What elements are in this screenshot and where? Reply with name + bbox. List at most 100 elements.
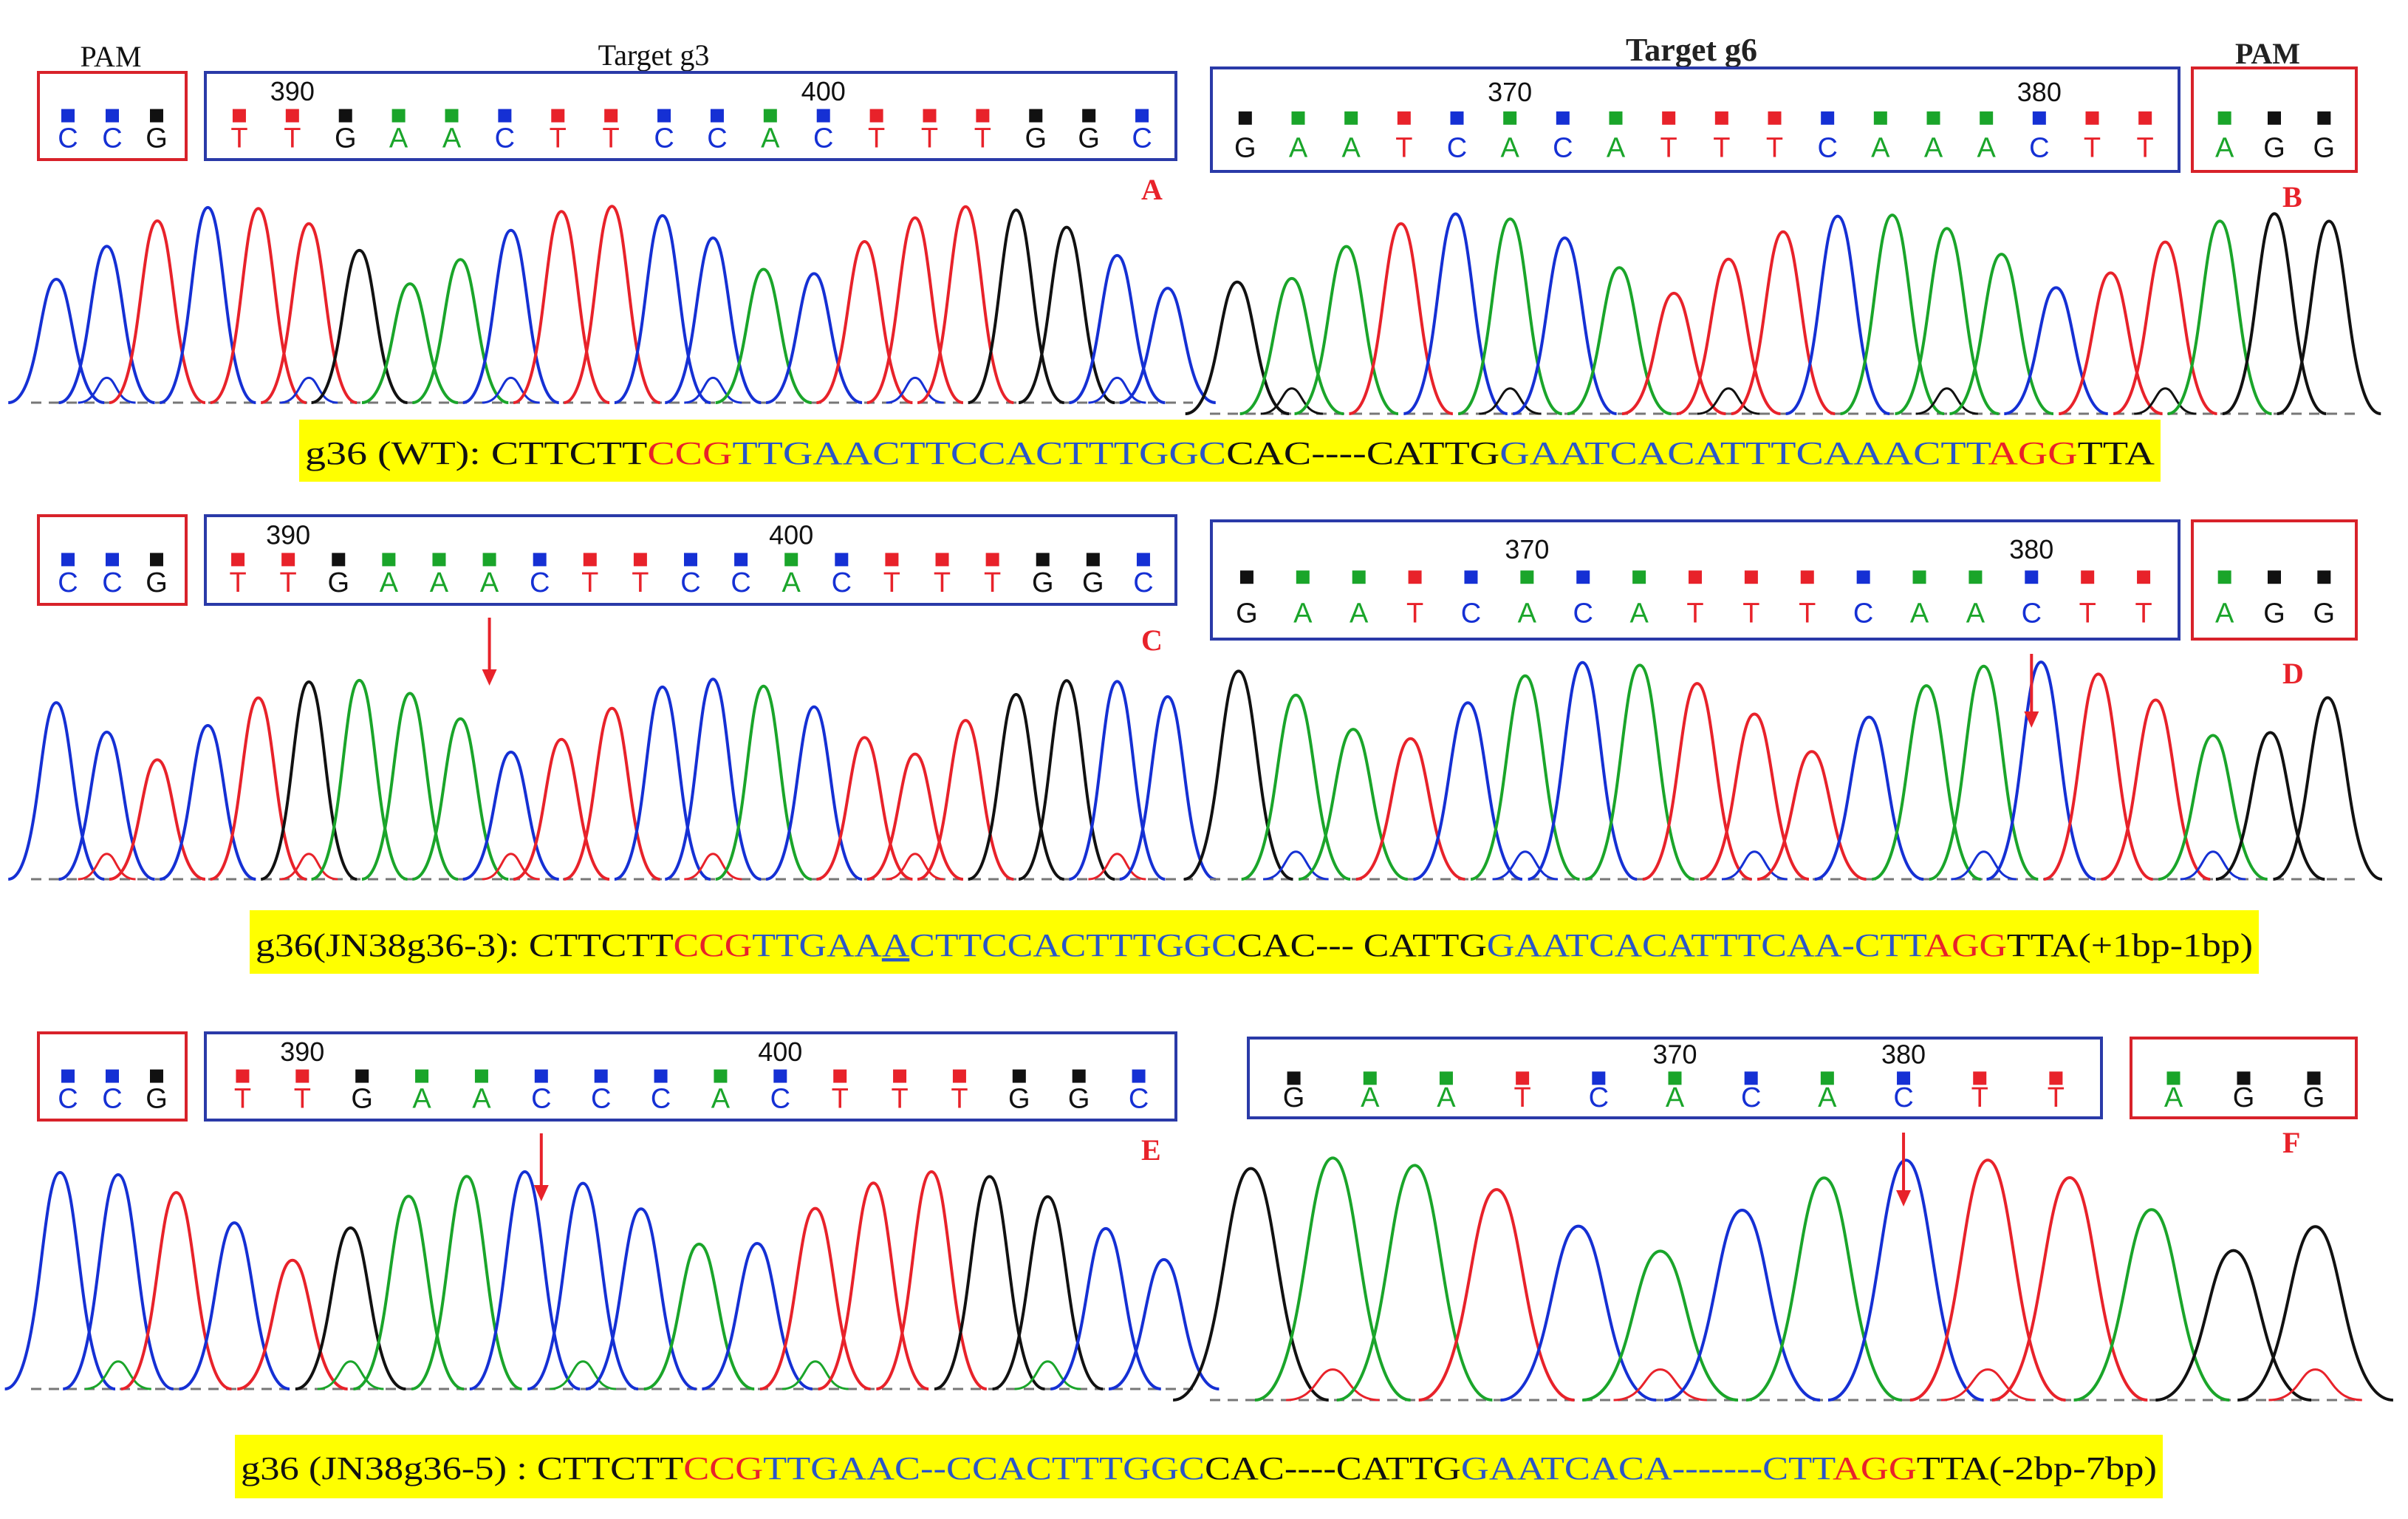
- target-g3-2-square-14: [935, 553, 949, 567]
- chrom-right-3-noise-1: [1286, 1368, 1380, 1402]
- target-g3-2-position-1: 400: [769, 519, 813, 550]
- target-g3-1-base-3: A: [389, 123, 408, 154]
- sequence-3-segment-6: AGG: [1833, 1450, 1917, 1486]
- chrom-left-2-peak-13: [664, 677, 762, 881]
- panel-letter-A: A: [1141, 173, 1163, 206]
- chrom-left-3-peak-13: [759, 1206, 871, 1390]
- target-g6-3-base-1: A: [1361, 1082, 1380, 1113]
- chrom-left-2-peak-9: [462, 750, 560, 881]
- target-g3-1-base-2: G: [335, 123, 357, 154]
- target-g6-2-base-7: A: [1629, 598, 1649, 629]
- chrom-left-3-peak-19: [1108, 1257, 1220, 1390]
- chrom-right-1-peak-18: [2167, 219, 2272, 415]
- target-g6-1-base-17: T: [2137, 132, 2154, 163]
- target-g3-2-base-13: T: [883, 567, 900, 598]
- chrom-right-2-peak-17: [2158, 734, 2268, 881]
- target-g6-2-base-13: A: [1966, 598, 1985, 629]
- pam-left-3-square-0: [61, 1069, 75, 1083]
- target-g6-box-3: [1247, 1037, 2103, 1119]
- target-g6-1-square-4: [1450, 111, 1464, 125]
- chrom-right-3-peak-5: [1582, 1249, 1739, 1402]
- target-g3-2-base-6: C: [530, 567, 550, 598]
- target-g3-1-square-17: [1135, 109, 1149, 123]
- target-g6-2-square-12: [1912, 570, 1926, 584]
- chrom-right-2-peak-12: [1871, 684, 1982, 881]
- target-g3-3-position-1: 400: [758, 1037, 802, 1067]
- sequence-1-segment-5: GAATCACATTTCAAACTT: [1499, 435, 1991, 471]
- chrom-right-3-peak-9: [1909, 1158, 2066, 1402]
- target-g6-1-square-0: [1238, 111, 1252, 125]
- chrom-right-3-peak-6: [1664, 1208, 1821, 1402]
- target-g6-3-square-1: [1363, 1071, 1377, 1085]
- chrom-right-1-noise-9: [1697, 387, 1760, 415]
- target-g3-3-square-5: [534, 1069, 548, 1083]
- pam-label-right: PAM: [2235, 37, 2300, 70]
- target-g6-1-square-6: [1556, 111, 1570, 125]
- target-g6-3-position-1: 380: [1881, 1040, 1926, 1070]
- sequence-3-segment-0: g36 (JN38g36-5) :: [241, 1450, 537, 1486]
- target-g6-1-square-1: [1291, 111, 1305, 125]
- target-g6-1-square-9: [1714, 111, 1728, 125]
- chrom-left-1-noise-21: [1088, 376, 1146, 404]
- target-g6-1-square-7: [1609, 111, 1623, 125]
- target-g6-3-base-0: G: [1283, 1082, 1305, 1113]
- sequence-2-segment-0: g36(JN38g36-3):: [256, 927, 529, 963]
- target-g3-3-square-11: [893, 1069, 907, 1083]
- target-g3-3-square-14: [1072, 1069, 1086, 1083]
- target-g3-1-square-6: [551, 109, 565, 123]
- target-g6-2-square-16: [2137, 570, 2151, 584]
- sequence-1-segment-4: CAC----CATTG: [1226, 435, 1499, 471]
- sequence-line-1: g36 (WT): CTTCTT CCG TTGAACTTCCACTTTGGC CAC…: [305, 435, 2155, 471]
- pam-right-3-square-2: [2307, 1071, 2321, 1085]
- target-g6-2-base-0: G: [1236, 598, 1258, 629]
- target-g6-1-base-1: A: [1289, 132, 1308, 163]
- sequence-1-segment-7: TTA: [2078, 435, 2155, 471]
- chrom-left-2-peak-4: [210, 696, 307, 881]
- target-g3-1-square-15: [1029, 109, 1043, 123]
- target-g3-2-square-11: [784, 553, 798, 567]
- pam-right-2-base-1: G: [2263, 598, 2285, 629]
- chrom-left-2-noise-1: [78, 853, 136, 881]
- target-g6-3-base-9: T: [1971, 1082, 1988, 1113]
- sequence-2-segment-3: TTGAA: [752, 927, 882, 963]
- chrom-right-1-noise-5: [1479, 387, 1542, 415]
- target-g6-2-square-7: [1632, 570, 1646, 584]
- target-g3-3-square-0: [236, 1069, 250, 1083]
- target-g3-2-square-9: [684, 553, 697, 567]
- target-g6-3-base-5: A: [1666, 1082, 1685, 1113]
- chrom-left-1-peak-8: [411, 258, 509, 404]
- target-g6-1-base-13: A: [1924, 132, 1943, 163]
- chrom-left-2-peak-20: [1018, 679, 1115, 881]
- target-g3-1-base-12: T: [868, 123, 885, 154]
- target-g3-2-square-5: [482, 553, 496, 567]
- chrom-right-3-peak-1: [1254, 1156, 1411, 1402]
- target-g3-1-position-0: 390: [270, 76, 315, 106]
- target-g3-1-base-17: C: [1132, 123, 1152, 154]
- pam-right-3-square-0: [2166, 1071, 2180, 1085]
- panel-letter-F: F: [2282, 1126, 2300, 1159]
- chrom-right-2-noise-9: [1721, 850, 1788, 881]
- target-g3-2-square-8: [633, 553, 647, 567]
- chrom-right-3-noise-13: [2268, 1368, 2362, 1402]
- chrom-left-3-noise-17: [1014, 1360, 1081, 1390]
- pam-right-2-square-1: [2268, 570, 2281, 584]
- target-g3-1-base-11: C: [813, 123, 833, 154]
- chrom-left-3-peak-6: [353, 1195, 465, 1390]
- target-g3-3-base-5: C: [531, 1083, 551, 1114]
- chrom-right-1-peak-10: [1731, 230, 1836, 415]
- target-g3-3-square-13: [1012, 1069, 1026, 1083]
- target-g6-2-square-0: [1239, 570, 1253, 584]
- sequence-line-3: g36 (JN38g36-5) : CTTCTT CCG TTGAAC--CCACT…: [241, 1450, 2157, 1486]
- chrom-right-1-peak-8: [1621, 291, 1726, 415]
- chrom-left-2-peak-11: [564, 706, 660, 881]
- target-g3-3-base-12: T: [951, 1083, 968, 1114]
- pam-left-2-square-1: [106, 553, 119, 567]
- pam-right-3-base-0: A: [2164, 1082, 2183, 1113]
- target-g6-1-base-14: A: [1977, 132, 1996, 163]
- target-g6-3-square-5: [1668, 1071, 1682, 1085]
- target-g6-2-square-5: [1520, 570, 1534, 584]
- pam-box-left-2: [37, 514, 188, 606]
- target-g6-3-square-10: [2049, 1071, 2063, 1085]
- pam-right-3-base-1: G: [2233, 1082, 2255, 1113]
